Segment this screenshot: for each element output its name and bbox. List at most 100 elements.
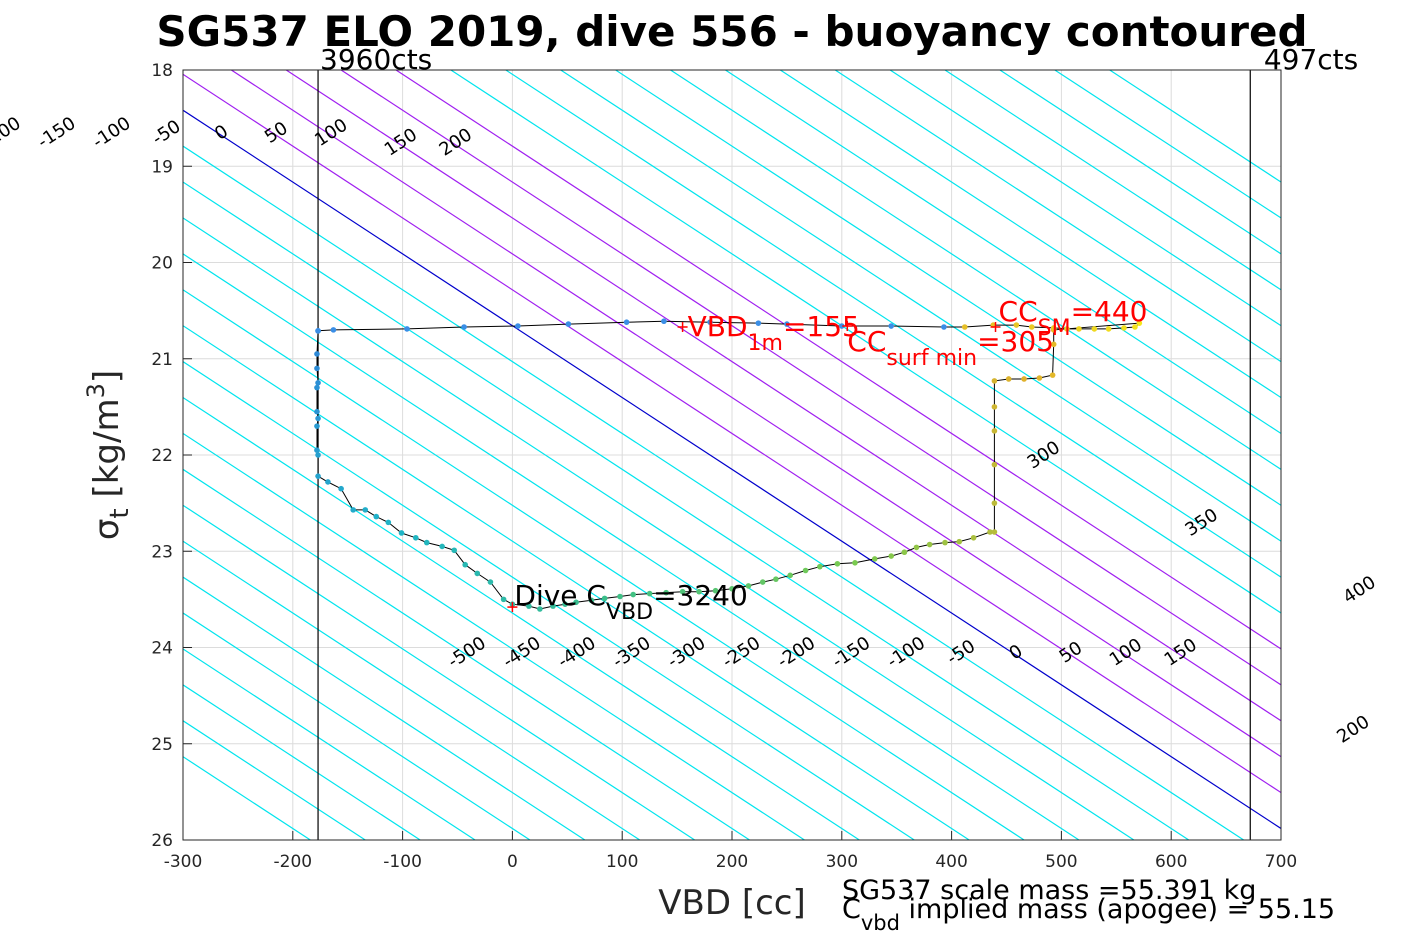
data-point <box>991 428 998 434</box>
y-axis-label-unit: [kg/m <box>87 398 127 497</box>
data-point <box>834 560 841 567</box>
data-point <box>601 595 608 602</box>
buoyancy-contour <box>183 289 1025 840</box>
buoyancy-contour <box>183 540 641 840</box>
data-point <box>1005 376 1012 382</box>
data-point <box>314 365 320 372</box>
data-point <box>755 320 762 326</box>
data-point <box>888 323 895 329</box>
cc-sm-label: CCSM=440 <box>999 295 1148 341</box>
x-axis-label: VBD [cc] <box>658 883 806 923</box>
buoyancy-contour <box>183 73 1281 794</box>
contour-label: 50 <box>1056 637 1087 667</box>
y-tick-label: 18 <box>151 61 173 81</box>
x-tick-label: 300 <box>826 852 858 872</box>
footer-vbd-sub: vbd <box>861 911 900 935</box>
data-point <box>961 324 968 330</box>
contour-label: 200 <box>1333 711 1373 747</box>
buoyancy-contour <box>183 217 1135 840</box>
data-point <box>802 567 809 574</box>
data-point <box>784 321 790 327</box>
data-point <box>696 588 702 595</box>
contour-label: -450 <box>499 633 545 673</box>
contour-label: 0 <box>211 121 232 145</box>
y-axis-label-sup: 3 <box>82 383 110 398</box>
data-point <box>412 534 419 541</box>
data-point <box>617 593 623 600</box>
y-tick-label: 24 <box>151 639 173 659</box>
contour-label: 100 <box>311 115 351 151</box>
x-tick-label: 200 <box>716 852 748 872</box>
data-point <box>362 507 369 513</box>
data-point <box>991 500 998 506</box>
data-point <box>646 590 653 597</box>
data-point <box>970 534 977 541</box>
cc-surf-min-label: CCsurf min=305 <box>847 325 1054 371</box>
contour-label: -400 <box>554 633 600 673</box>
data-point <box>1021 376 1027 382</box>
contour-label: 200 <box>436 124 476 160</box>
data-point <box>565 321 572 327</box>
contour-label: 0 <box>1005 641 1026 665</box>
data-point <box>661 318 667 325</box>
contour-label: -100 <box>89 113 135 153</box>
buoyancy-contour <box>395 70 1281 650</box>
data-point <box>623 319 630 325</box>
contour-label: 300 <box>1024 437 1064 473</box>
data-point <box>729 585 735 592</box>
buoyancy-contour <box>183 396 860 840</box>
data-point <box>1036 375 1043 381</box>
data-point <box>1132 324 1138 330</box>
x-tick-label: -300 <box>164 852 203 872</box>
contour-label: 100 <box>1106 634 1146 670</box>
vertical-lines: 3960cts 497cts <box>317 43 1358 840</box>
data-point <box>451 547 458 554</box>
data-point <box>745 583 752 589</box>
data-point <box>314 351 320 357</box>
data-point <box>404 326 410 332</box>
data-point <box>1013 322 1020 328</box>
footer-scale-mass: SG537 scale mass =55.391 kg <box>842 875 1256 906</box>
data-point <box>926 541 933 548</box>
data-point <box>1105 326 1112 332</box>
data-point <box>679 588 686 595</box>
data-point <box>759 579 766 585</box>
data-point <box>462 561 468 568</box>
data-point <box>1049 372 1056 378</box>
buoyancy-contour <box>450 70 1281 614</box>
data-point <box>787 572 793 579</box>
data-point <box>573 599 579 606</box>
buoyancy-contour <box>340 70 1281 686</box>
data-point <box>630 591 636 598</box>
data-point <box>707 319 713 325</box>
data-point <box>423 539 430 546</box>
buoyancy-contour <box>505 70 1281 578</box>
contour-label: 50 <box>261 118 292 148</box>
buoyancy-contour <box>670 70 1281 471</box>
buoyancy-contour <box>183 145 1244 840</box>
x-tick-label: 100 <box>606 852 638 872</box>
data-point <box>1064 326 1070 332</box>
data-point <box>1050 325 1057 331</box>
x-tick-label: -200 <box>274 852 313 872</box>
data-point <box>987 529 993 535</box>
data-point <box>773 576 779 582</box>
data-point <box>515 323 521 329</box>
buoyancy-contour <box>1054 70 1281 219</box>
data-point <box>315 452 321 458</box>
buoyancy-contour <box>183 181 1190 840</box>
buoyancy-contour <box>183 253 1080 840</box>
buoyancy-contour <box>560 70 1281 542</box>
contour-label: 400 <box>1339 572 1379 608</box>
y-tick-label: 21 <box>151 350 173 370</box>
data-point <box>913 544 920 551</box>
contour-label: -350 <box>609 633 655 673</box>
data-point <box>461 324 467 330</box>
data-point <box>526 603 532 609</box>
buoyancy-contour <box>889 70 1281 327</box>
data-point <box>398 530 405 536</box>
buoyancy-contour <box>183 648 476 840</box>
data-point <box>562 601 568 607</box>
contour-label: -300 <box>664 633 710 673</box>
y-tick-label: 19 <box>151 157 173 177</box>
